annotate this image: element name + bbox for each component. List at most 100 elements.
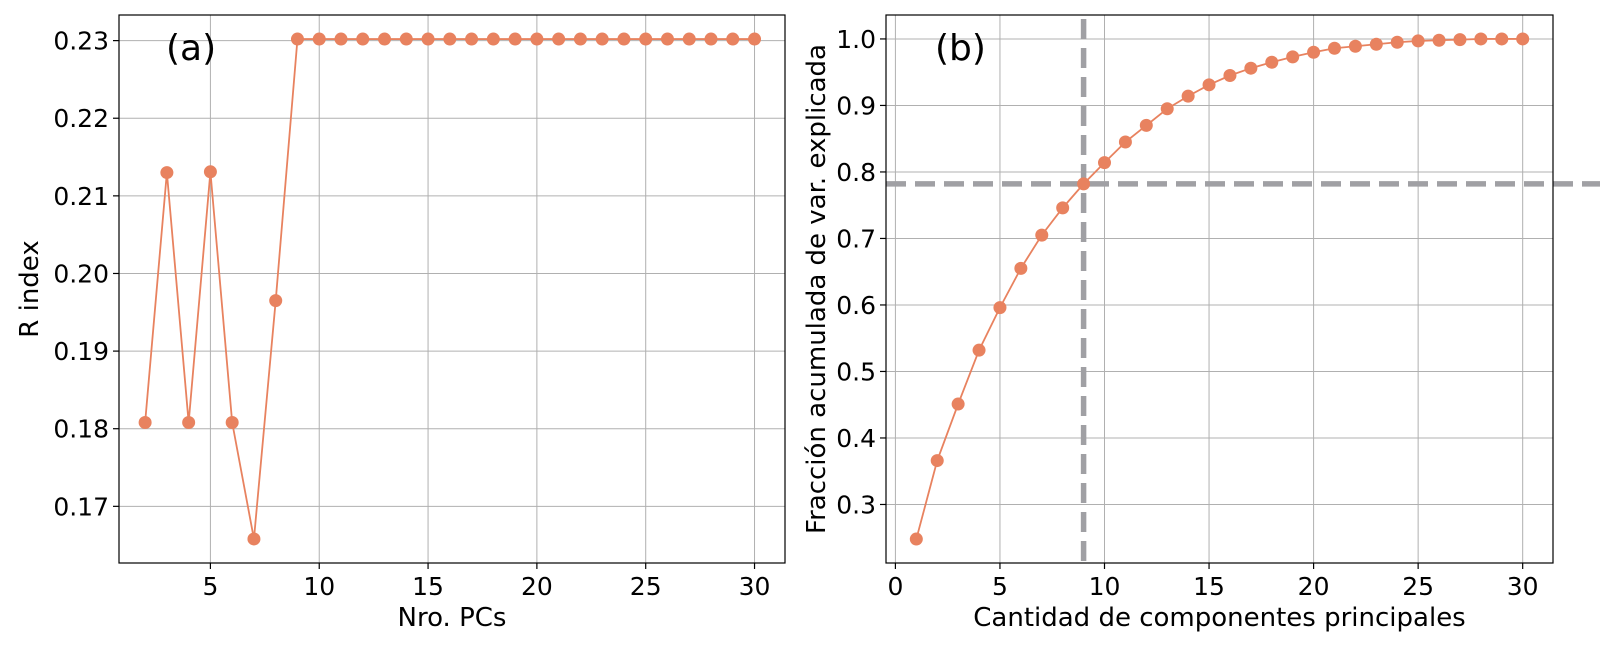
chart-a-y-tick-label: 0.17 <box>53 492 109 521</box>
chart-b-data-point <box>1223 69 1237 83</box>
chart-b-data-point <box>1118 135 1132 149</box>
chart-a-data-point <box>356 32 370 46</box>
chart-b-data-point <box>1453 33 1467 47</box>
chart-a-data-point <box>290 32 304 46</box>
chart-a-data-point <box>552 32 566 46</box>
chart-a-y-tick-label: 0.23 <box>53 27 109 56</box>
chart-b-axes-frame <box>885 14 1554 564</box>
chart-b-data-point <box>1035 228 1049 242</box>
chart-a-data-point <box>225 416 239 430</box>
chart-b-data-point <box>972 343 986 357</box>
chart-b-data-point <box>951 397 965 411</box>
chart-a-y-tick-label: 0.21 <box>53 182 109 211</box>
chart-b-y-tick-label: 0.4 <box>836 424 876 453</box>
chart-b-data-point <box>1056 201 1070 215</box>
chart-b-data-point <box>1474 32 1488 46</box>
chart-a-x-tick-label: 30 <box>739 572 771 601</box>
chart-a-data-point <box>138 416 152 430</box>
chart-a-x-axis-label: Nro. PCs <box>398 603 507 633</box>
chart-a-x-tick-label: 10 <box>303 572 335 601</box>
chart-b-data-point <box>1181 89 1195 103</box>
chart-a-y-axis-label: R index <box>15 240 45 337</box>
chart-a-data-point <box>247 532 261 546</box>
chart-a-data-point <box>748 32 762 46</box>
chart-b-series-line <box>915 38 1523 540</box>
chart-a-data-point <box>465 32 479 46</box>
chart-a-series-line <box>144 38 755 540</box>
chart-b-data-point <box>1014 261 1028 275</box>
chart-b-x-tick-label: 25 <box>1402 572 1434 601</box>
chart-b-x-axis-label: Cantidad de componentes principales <box>973 603 1465 633</box>
chart-a-data-point <box>182 416 196 430</box>
chart-a-data-point <box>312 32 326 46</box>
chart-b-data-point <box>1307 45 1321 59</box>
chart-b-data-point <box>1160 102 1174 116</box>
chart-b-data-point <box>1244 61 1258 75</box>
chart-a-y-tick-label: 0.22 <box>53 104 109 133</box>
chart-b-y-tick-label: 0.6 <box>836 291 876 320</box>
chart-b-x-tick-label: 0 <box>887 572 903 601</box>
chart-b-data-point <box>1348 39 1362 53</box>
chart-b-y-tick-label: 0.7 <box>836 224 876 253</box>
chart-b-x-tick-label: 10 <box>1089 572 1121 601</box>
chart-b-data-point <box>1265 55 1279 69</box>
chart-a-data-point <box>530 32 544 46</box>
chart-a-data-point <box>508 32 522 46</box>
chart-b-y-axis-label: Fracción acumulada de var. explicada <box>802 44 832 534</box>
chart-b-y-tick-label: 0.9 <box>836 91 876 120</box>
chart-b-y-tick-label: 0.3 <box>836 490 876 519</box>
chart-a-data-point <box>660 32 674 46</box>
chart-a-data-point <box>399 32 413 46</box>
chart-a-data-point <box>269 294 283 308</box>
chart-a-data-point <box>682 32 696 46</box>
chart-a-x-tick-label: 5 <box>202 572 218 601</box>
chart-b-panel-label: (b) <box>935 28 986 69</box>
chart-b-x-tick-label: 30 <box>1507 572 1539 601</box>
chart-a-data-point <box>334 32 348 46</box>
chart-a-x-tick-label: 25 <box>630 572 662 601</box>
chart-b-x-tick-label: 5 <box>992 572 1008 601</box>
chart-a-data-point <box>203 165 217 179</box>
chart-b-data-point <box>1390 35 1404 49</box>
chart-b-data-point <box>909 532 923 546</box>
chart-a-y-tick-label: 0.19 <box>53 337 109 366</box>
chart-a-x-tick-label: 20 <box>521 572 553 601</box>
chart-a-y-tick-label: 0.20 <box>53 259 109 288</box>
chart-a-data-point <box>704 32 718 46</box>
chart-a-data-point <box>617 32 631 46</box>
chart-b-data-point <box>1286 50 1300 64</box>
panel-a-chart: 5 10 15 20 25 30 0.17 0.18 0.19 0.20 0.21 0.22 0.23 N… <box>15 14 786 633</box>
chart-a-data-point <box>378 32 392 46</box>
chart-a-x-tick-label: 15 <box>412 572 444 601</box>
chart-a-data-point <box>443 32 457 46</box>
chart-b-x-tick-label: 20 <box>1298 572 1330 601</box>
chart-b-x-tick-label: 15 <box>1193 572 1225 601</box>
chart-b-y-tick-label: 0.5 <box>836 357 876 386</box>
chart-a-data-point <box>639 32 653 46</box>
chart-a-y-tick-label: 0.18 <box>53 415 109 444</box>
chart-b-data-point <box>930 454 944 468</box>
chart-b-data-point <box>1411 34 1425 48</box>
chart-b-data-point <box>1098 156 1111 170</box>
chart-b-y-tick-label: 1.0 <box>836 25 876 54</box>
chart-b-data-point <box>1369 37 1383 51</box>
chart-a-data-point <box>160 166 174 180</box>
chart-a-data-point <box>726 32 740 46</box>
chart-b-data-point <box>1432 33 1446 47</box>
chart-b-data-point <box>1495 32 1509 46</box>
chart-a-data-point <box>486 32 500 46</box>
chart-b-data-point <box>1202 78 1216 92</box>
chart-a-data-point <box>573 32 587 46</box>
chart-b-data-point <box>993 301 1007 315</box>
chart-a-data-point <box>421 32 435 46</box>
chart-b-data-point <box>1516 32 1530 46</box>
chart-b-data-point <box>1077 177 1091 191</box>
chart-a-axes-frame <box>118 14 786 564</box>
chart-a-panel-label: (a) <box>166 28 216 69</box>
chart-b-y-tick-label: 0.8 <box>836 158 876 187</box>
chart-b-data-point <box>1139 118 1153 132</box>
chart-a-data-point <box>595 32 609 46</box>
panel-b-chart: 0 5 10 15 20 25 30 0.3 0.4 0.5 0.6 0.7 0.8 0.9 1.0 Cant… <box>802 14 1600 633</box>
chart-b-data-point <box>1328 41 1341 55</box>
